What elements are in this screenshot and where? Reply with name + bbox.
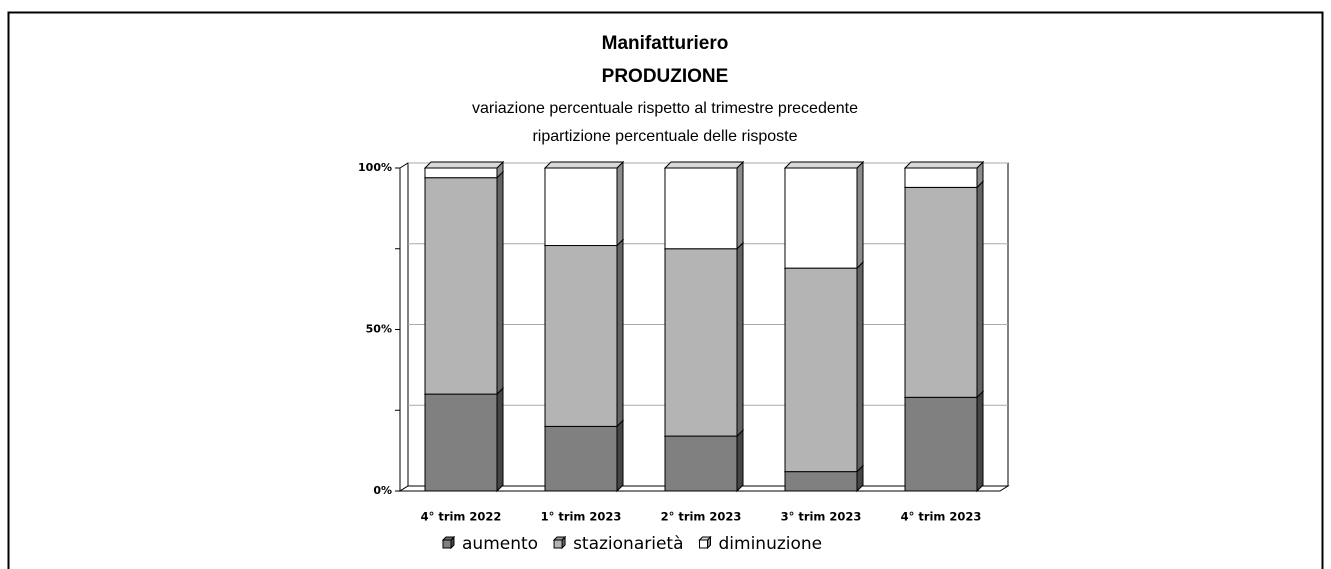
bar-front — [664, 248, 738, 437]
legend-label: stazionarietà — [573, 534, 683, 554]
legend-swatch — [442, 539, 452, 549]
bar-side — [496, 386, 504, 493]
bar-top — [423, 161, 505, 169]
legend-label: diminuzione — [719, 534, 823, 554]
bar-front — [664, 167, 738, 250]
bar-front — [784, 167, 858, 269]
x-tick-label: 4° trim 2022 — [421, 510, 502, 524]
bar-front — [784, 471, 858, 492]
bar-front — [544, 425, 618, 492]
x-tick-label: 4° trim 2023 — [901, 510, 982, 524]
bar-segment — [783, 260, 865, 473]
bar-front — [664, 435, 738, 492]
bar-front — [424, 167, 498, 179]
bar-side — [496, 170, 504, 396]
bar-top — [903, 161, 985, 169]
x-tick-label: 2° trim 2023 — [661, 510, 742, 524]
bar-side — [856, 260, 864, 473]
bar-segment — [783, 160, 865, 270]
legend-swatch — [699, 539, 708, 549]
y-tick-label: 0% — [373, 484, 392, 497]
x-tick-label: 1° trim 2023 — [541, 510, 622, 524]
bar-front — [424, 393, 498, 492]
bar-front — [904, 186, 978, 398]
chart-note: variazione percentuale rispetto al trime… — [472, 100, 858, 117]
bar-front — [424, 177, 498, 395]
bar-segment — [903, 180, 985, 399]
bar-segment — [903, 390, 985, 493]
side-wall — [399, 162, 409, 492]
bar-segment — [423, 170, 505, 396]
bar-segment — [423, 160, 505, 179]
bar-front — [904, 167, 978, 188]
bar-side — [736, 241, 744, 438]
bar-front — [544, 167, 618, 247]
bar-segment — [543, 238, 625, 428]
x-tick-label: 3° trim 2023 — [781, 510, 862, 524]
y-tick-label: 100% — [358, 161, 392, 174]
bar-side — [976, 180, 984, 399]
bar-side — [616, 160, 624, 247]
bar-segment — [543, 160, 625, 247]
bar-top — [663, 161, 745, 169]
bar-segment — [663, 160, 745, 250]
y-tick-label: 50% — [366, 323, 392, 336]
bar-segment — [663, 241, 745, 438]
bar-segment — [543, 419, 625, 493]
bar-side — [856, 160, 864, 270]
bar-side — [736, 428, 744, 493]
bar-segment — [423, 386, 505, 493]
bar-segment — [663, 428, 745, 493]
chart-note: ripartizione percentuale delle risposte — [532, 128, 797, 145]
bar-side — [616, 419, 624, 493]
chart-title: Manifatturiero — [602, 33, 729, 54]
bar-front — [784, 267, 858, 473]
legend-label: aumento — [462, 534, 538, 554]
frame — [7, 11, 1324, 569]
bar-side — [976, 390, 984, 493]
bar-side — [616, 238, 624, 428]
bar-top — [783, 161, 865, 169]
bar-side — [736, 160, 744, 250]
legend-swatch — [553, 539, 563, 549]
bar-front — [904, 396, 978, 492]
bar-segment — [903, 160, 985, 189]
chart-subtitle: PRODUZIONE — [602, 66, 729, 87]
bar-top — [543, 161, 625, 169]
bar-front — [544, 245, 618, 427]
